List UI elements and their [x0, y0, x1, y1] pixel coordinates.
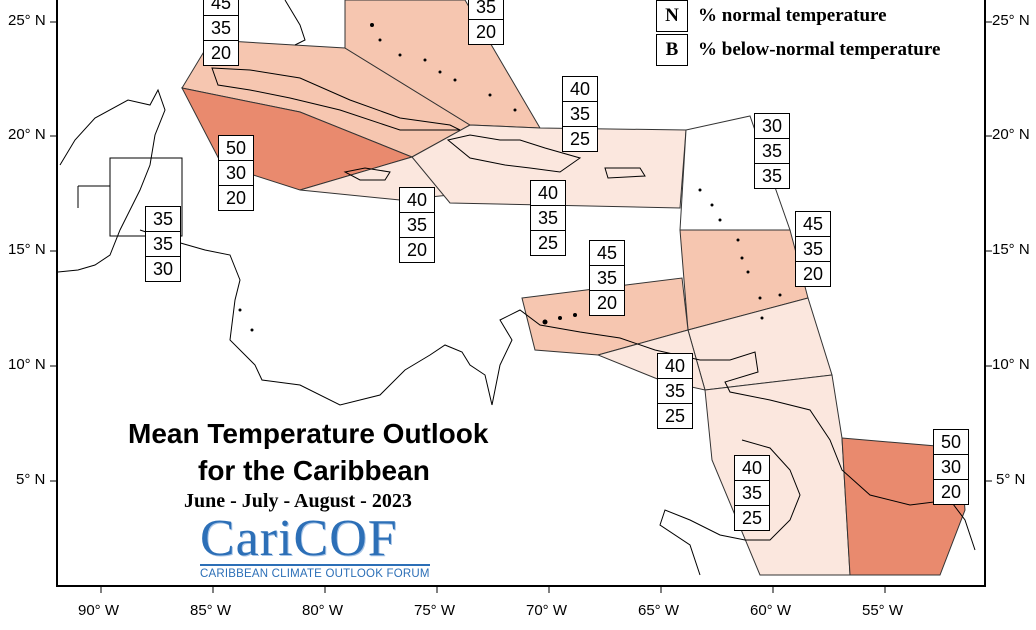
- prob-above: 45: [596, 243, 618, 263]
- lon-label-65w: 65° W: [638, 602, 680, 619]
- prob-above: 40: [664, 356, 686, 376]
- prob-box-abc-islands: 45 35 20: [589, 240, 625, 316]
- logo-underline: [200, 564, 430, 566]
- prob-box-cayman-jamaica: 50 30 20: [218, 135, 254, 211]
- prob-normal: 35: [400, 212, 434, 237]
- prob-normal: 35: [590, 265, 624, 290]
- prob-below: 20: [796, 261, 830, 286]
- lon-label-55w: 55° W: [862, 602, 904, 619]
- prob-normal: 30: [934, 454, 968, 479]
- prob-below: 20: [934, 479, 968, 504]
- prob-below: 20: [219, 185, 253, 210]
- legend-label-normal: % normal temperature: [698, 5, 887, 26]
- prob-box-leeward-north: 30 35 35: [754, 113, 790, 189]
- lon-label-70w: 70° W: [526, 602, 568, 619]
- prob-above: 30: [761, 116, 783, 136]
- lat-label-10n-right: 10° N: [992, 356, 1030, 373]
- prob-box-belize: 35 35 30: [145, 206, 181, 282]
- prob-box-hispaniola-north: 40 35 25: [562, 76, 598, 152]
- prob-above: 35: [152, 209, 174, 229]
- small-islands: [238, 23, 782, 332]
- prob-normal: 35: [755, 138, 789, 163]
- prob-above: 45: [210, 0, 232, 13]
- lat-label-10n-left: 10° N: [8, 356, 46, 373]
- prob-below: 20: [469, 19, 503, 44]
- coast-colombia-venezuela: [491, 309, 976, 551]
- prob-box-jamaica: 40 35 20: [399, 187, 435, 263]
- prob-normal: 30: [219, 160, 253, 185]
- prob-above: 50: [940, 432, 962, 452]
- prob-below: 20: [204, 40, 238, 65]
- prob-box-windward-islands: 45 35 20: [795, 211, 831, 287]
- legend-key-normal: N: [656, 0, 688, 32]
- lon-label-75w: 75° W: [414, 602, 456, 619]
- prob-below: 20: [400, 237, 434, 262]
- legend-label-below: % below-normal temperature: [698, 39, 941, 60]
- prob-normal: 35: [531, 205, 565, 230]
- coastlines: [57, 0, 976, 576]
- coast-puerto-rico: [604, 167, 646, 179]
- coast-central-america: [57, 88, 166, 273]
- coast-hispaniola: [446, 134, 582, 173]
- prob-normal: 35: [563, 101, 597, 126]
- coast-cuba: [211, 67, 461, 131]
- coast-guianas-inland: [659, 439, 801, 576]
- prob-below: 25: [658, 403, 692, 428]
- map-title-line1: Mean Temperature Outlook: [128, 418, 489, 449]
- prob-normal: 35: [735, 480, 769, 505]
- lat-label-5n-left: 5° N: [16, 471, 46, 488]
- prob-normal: 35: [475, 0, 497, 17]
- prob-box-trinidad: 40 35 25: [657, 353, 693, 429]
- prob-normal: 35: [658, 378, 692, 403]
- logo-wordmark: CariCOF: [200, 510, 398, 567]
- prob-above: 40: [741, 458, 763, 478]
- prob-box-hispaniola-south: 40 35 25: [530, 180, 566, 256]
- prob-box-bahamas-south-east: 35 20: [468, 0, 504, 45]
- prob-below: 20: [590, 290, 624, 315]
- lon-label-85w: 85° W: [190, 602, 232, 619]
- coast-jamaica: [343, 167, 391, 181]
- prob-below: 25: [531, 230, 565, 255]
- prob-below: 30: [146, 256, 180, 281]
- lon-label-80w: 80° W: [302, 602, 344, 619]
- lon-label-90w: 90° W: [78, 602, 120, 619]
- prob-normal: 35: [204, 15, 238, 40]
- coast-florida: [284, 0, 306, 46]
- prob-below: 25: [563, 126, 597, 151]
- prob-below: 25: [735, 505, 769, 530]
- lat-label-20n-left: 20° N: [8, 126, 46, 143]
- prob-above: 40: [537, 183, 559, 203]
- logo-subtext: CARIBBEAN CLIMATE OUTLOOK FORUM: [200, 568, 430, 580]
- map-subtitle: June - July - August - 2023: [184, 490, 412, 512]
- lat-label-5n-right: 5° N: [996, 471, 1026, 488]
- axis-ticks: [50, 21, 992, 593]
- map-title-line2: for the Caribbean: [198, 455, 430, 486]
- prob-box-guyana: 40 35 25: [734, 455, 770, 531]
- prob-above: 50: [225, 138, 247, 158]
- lat-label-20n-right: 20° N: [992, 126, 1030, 143]
- legend-key-below: B: [656, 34, 688, 66]
- prob-box-suriname-french-guiana: 50 30 20: [933, 429, 969, 505]
- prob-above: 40: [406, 190, 428, 210]
- lon-label-60w: 60° W: [750, 602, 792, 619]
- caricof-logo: CariCOF CARIBBEAN CLIMATE OUTLOOK FORUM: [200, 510, 434, 580]
- region-guyana: [704, 374, 851, 576]
- prob-above: 40: [569, 79, 591, 99]
- lat-label-15n-left: 15° N: [8, 241, 46, 258]
- prob-box-bahamas-north-west: 45 35 20: [203, 0, 239, 66]
- prob-below: 35: [755, 163, 789, 188]
- coast-yucatan-to-panama: [139, 229, 493, 406]
- lat-label-25n-right: 25° N: [992, 12, 1030, 29]
- lat-label-15n-right: 15° N: [992, 241, 1030, 258]
- lat-label-25n-left: 25° N: [8, 12, 46, 29]
- map-frame: [56, 0, 986, 587]
- prob-normal: 35: [796, 236, 830, 261]
- prob-above: 45: [802, 214, 824, 234]
- prob-normal: 35: [146, 231, 180, 256]
